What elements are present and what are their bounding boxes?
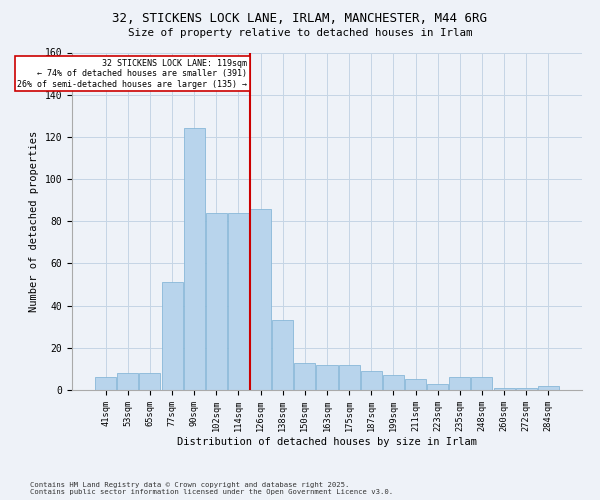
Bar	[361, 371, 382, 390]
Bar	[472, 378, 493, 390]
Bar	[405, 380, 426, 390]
Text: Contains HM Land Registry data © Crown copyright and database right 2025.
Contai: Contains HM Land Registry data © Crown c…	[30, 482, 393, 495]
Bar	[272, 320, 293, 390]
Bar	[139, 373, 160, 390]
Bar	[515, 388, 536, 390]
Text: 32, STICKENS LOCK LANE, IRLAM, MANCHESTER, M44 6RG: 32, STICKENS LOCK LANE, IRLAM, MANCHESTE…	[113, 12, 487, 26]
Bar	[184, 128, 205, 390]
Bar	[383, 375, 404, 390]
Bar	[118, 373, 139, 390]
Bar	[449, 378, 470, 390]
Bar	[295, 362, 316, 390]
Bar	[338, 364, 359, 390]
Text: 32 STICKENS LOCK LANE: 119sqm
← 74% of detached houses are smaller (391)
26% of : 32 STICKENS LOCK LANE: 119sqm ← 74% of d…	[17, 59, 247, 88]
Bar	[494, 388, 515, 390]
Bar	[228, 213, 249, 390]
Bar	[316, 364, 338, 390]
Y-axis label: Number of detached properties: Number of detached properties	[29, 130, 39, 312]
X-axis label: Distribution of detached houses by size in Irlam: Distribution of detached houses by size …	[177, 437, 477, 447]
Bar	[95, 378, 116, 390]
Bar	[427, 384, 448, 390]
Bar	[538, 386, 559, 390]
Bar	[250, 208, 271, 390]
Text: Size of property relative to detached houses in Irlam: Size of property relative to detached ho…	[128, 28, 472, 38]
Bar	[206, 213, 227, 390]
Bar	[161, 282, 182, 390]
